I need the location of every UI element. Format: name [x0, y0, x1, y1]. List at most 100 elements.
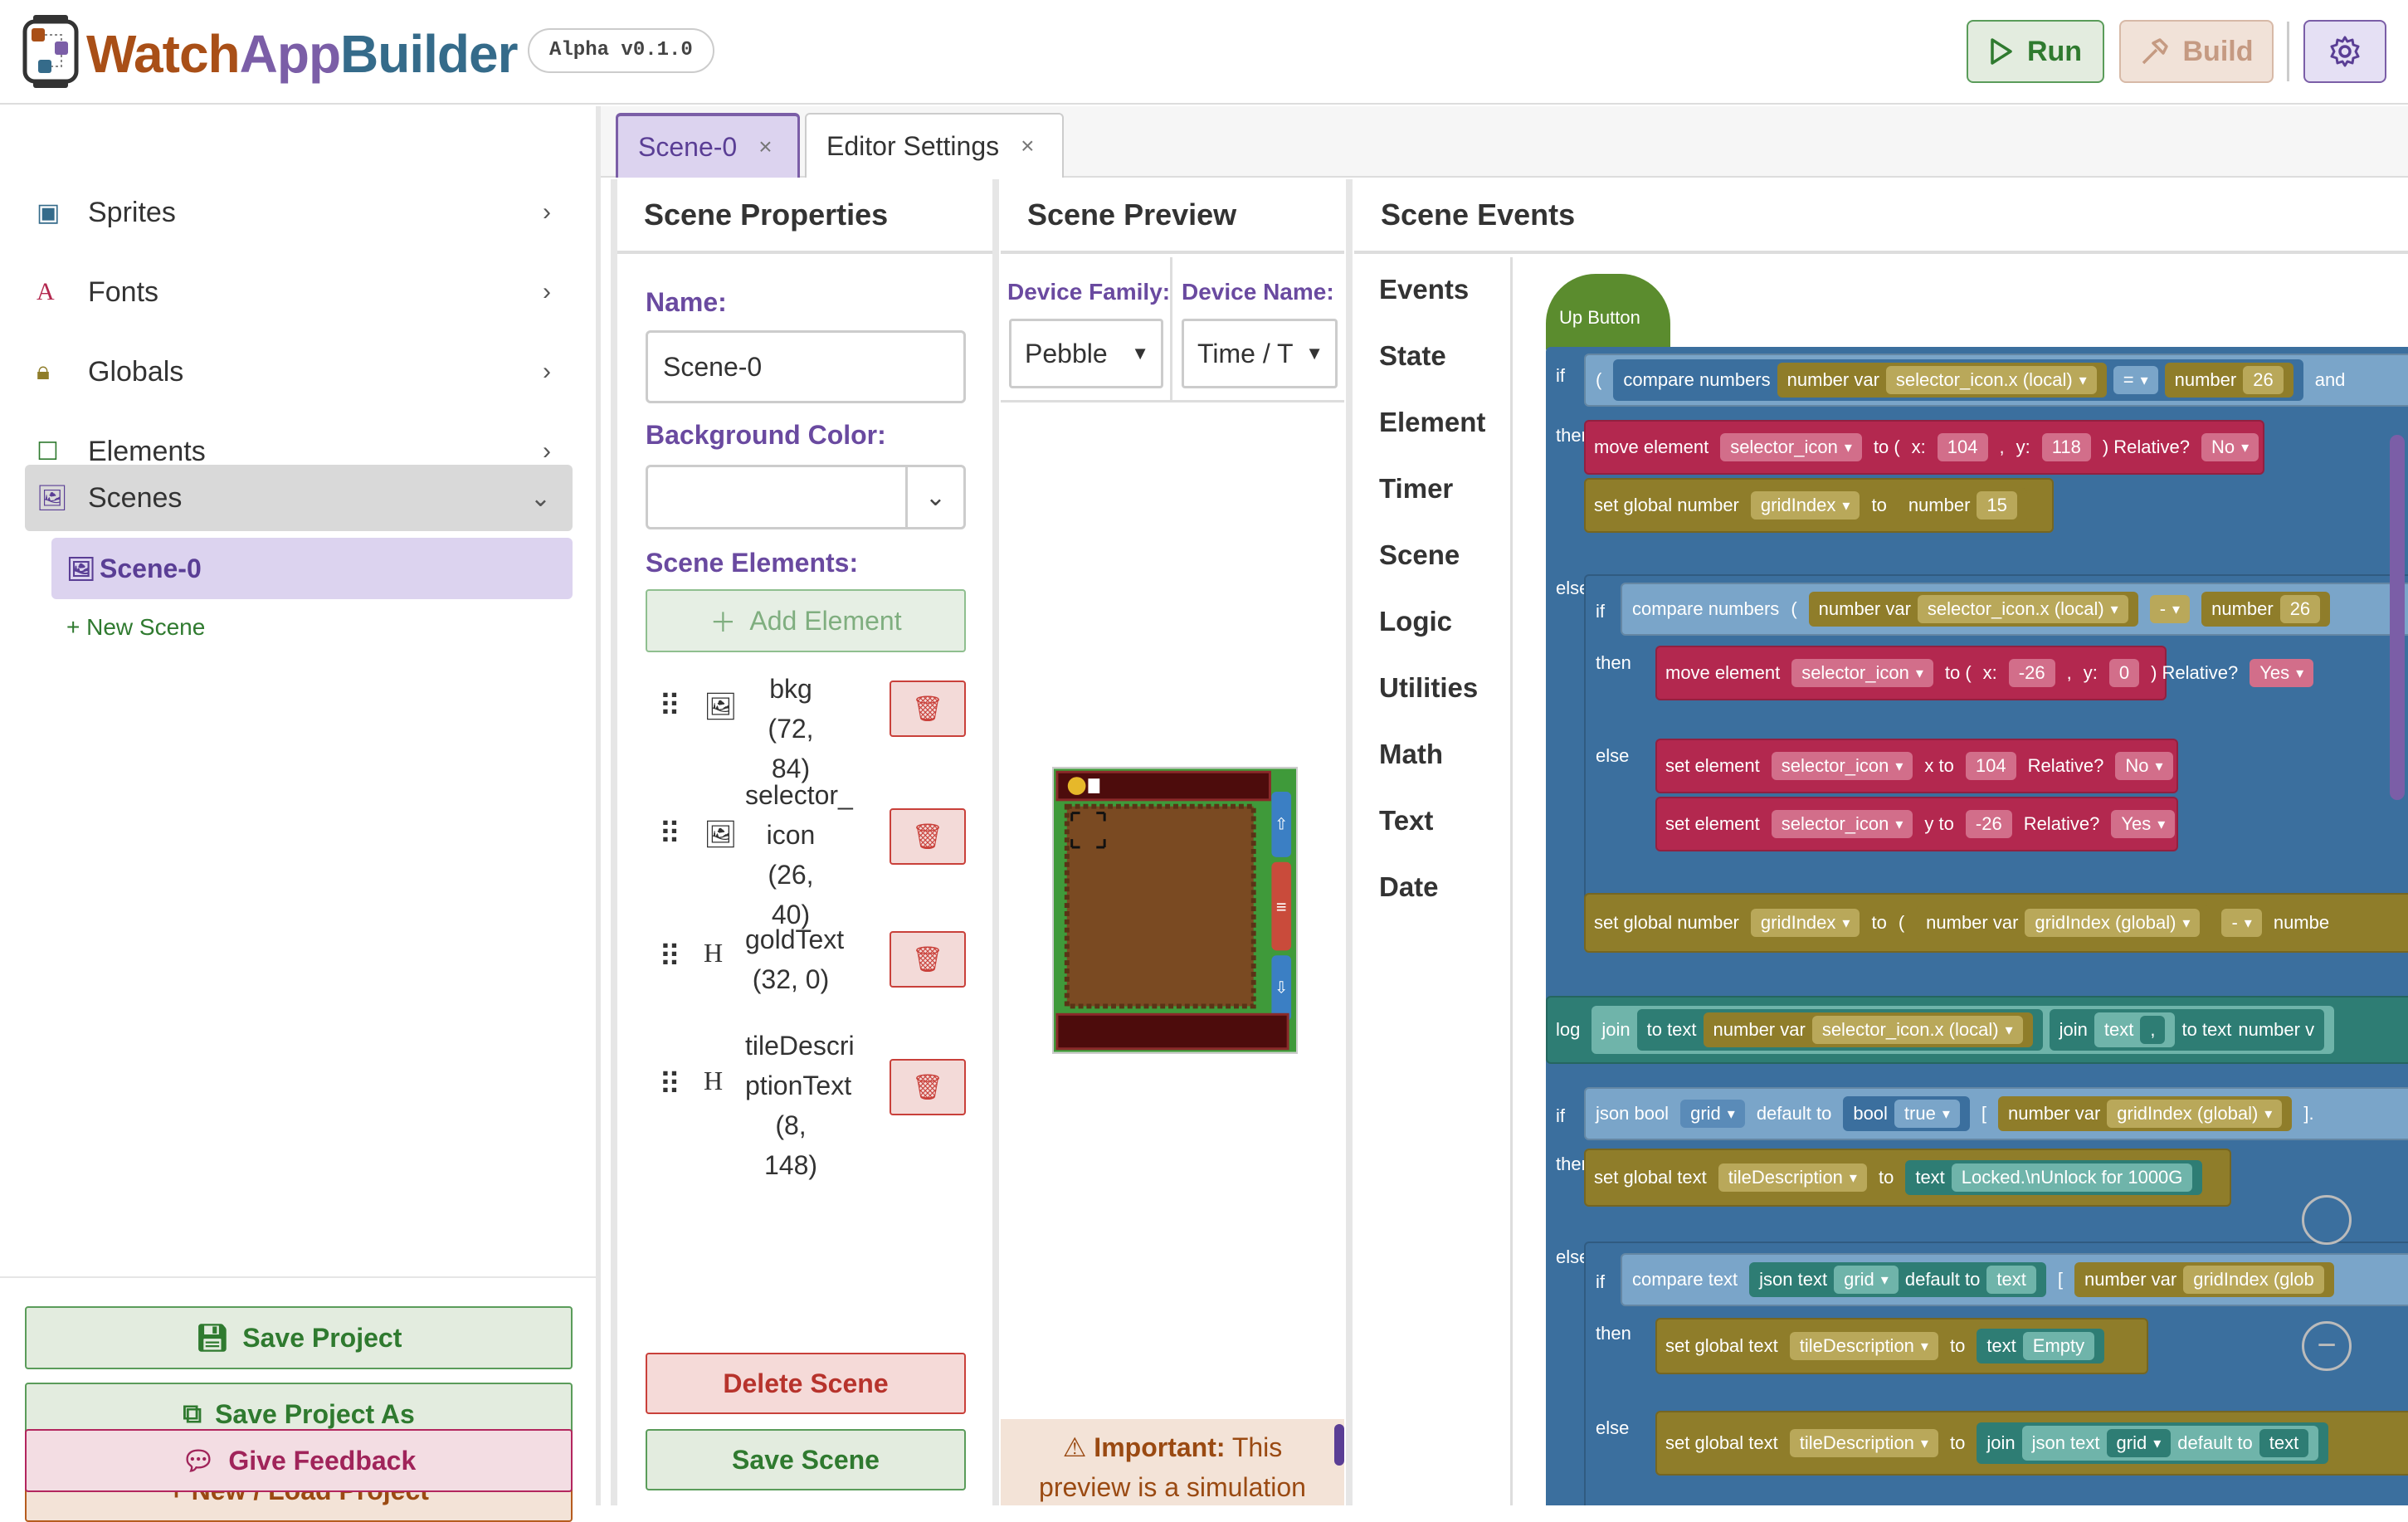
set-global-number-block[interactable]: set global number gridIndex to ( number …	[1584, 893, 2408, 953]
json-bool-block[interactable]: json bool grid default to bool true [ num…	[1584, 1087, 2408, 1140]
close-icon[interactable]: ×	[1021, 133, 1035, 159]
relative-dropdown[interactable]: Yes	[2111, 810, 2176, 838]
y-field[interactable]: -26	[1965, 810, 2012, 838]
workspace-scrollbar[interactable]	[2390, 435, 2405, 800]
variable-dropdown[interactable]: gridIndex (global)	[2107, 1100, 2283, 1128]
preview-scrollbar[interactable]	[1334, 1424, 1344, 1466]
relative-dropdown[interactable]: Yes	[2250, 659, 2314, 687]
sidebar-item-globals[interactable]: 🔒︎ Globals ›	[25, 339, 573, 405]
category-utilities[interactable]: Utilities	[1379, 672, 1479, 703]
bool-dropdown[interactable]: true	[1894, 1100, 1960, 1128]
element-dropdown[interactable]: selector_icon	[1771, 752, 1913, 780]
set-element-y-block[interactable]: set element selector_icon y to -26 Relat…	[1655, 797, 2178, 851]
category-events[interactable]: Events	[1379, 274, 1470, 305]
text-field[interactable]: Empty	[2022, 1332, 2095, 1360]
variable-dropdown[interactable]: gridIndex	[1750, 491, 1860, 520]
background-color-select[interactable]: ⌄	[646, 465, 966, 529]
tab-editor-settings[interactable]: Editor Settings ×	[805, 113, 1064, 178]
move-element-block[interactable]: move element selector_icon to ( x: 104 ,…	[1584, 420, 2264, 475]
save-scene-button[interactable]: Save Scene	[646, 1429, 966, 1490]
tab-scene-0[interactable]: Scene-0 ×	[616, 113, 800, 178]
variable-dropdown[interactable]: selector_icon.x (local)	[1917, 595, 2128, 623]
compare-text-block[interactable]: compare text json text griddefault to text…	[1621, 1253, 2408, 1306]
category-date[interactable]: Date	[1379, 871, 1439, 902]
relative-dropdown[interactable]: No	[2201, 433, 2259, 461]
device-family-select[interactable]: Pebble ▼	[1009, 319, 1163, 388]
category-text[interactable]: Text	[1379, 805, 1434, 836]
variable-dropdown[interactable]: tileDescription	[1789, 1332, 1938, 1360]
number-field[interactable]: 26	[2279, 595, 2321, 623]
category-timer[interactable]: Timer	[1379, 473, 1454, 504]
y-field[interactable]: 118	[2041, 433, 2091, 461]
x-field[interactable]: -26	[2008, 659, 2055, 687]
give-feedback-button[interactable]: 💬︎ Give Feedback	[25, 1429, 573, 1492]
variable-dropdown[interactable]: gridIndex	[1750, 909, 1860, 937]
element-dropdown[interactable]: selector_icon	[1720, 433, 1862, 461]
set-global-number-block[interactable]: set global number gridIndex to number 15	[1584, 478, 2054, 533]
delete-element-button[interactable]: 🗑︎	[890, 931, 966, 988]
new-scene-link[interactable]: + New Scene	[66, 614, 206, 640]
zoom-out-icon[interactable]: −	[2302, 1321, 2352, 1371]
text-field[interactable]: ,	[2140, 1016, 2166, 1044]
variable-dropdown[interactable]: tileDescription	[1789, 1429, 1938, 1457]
operator-dropdown[interactable]: -	[2221, 909, 2262, 937]
variable-dropdown[interactable]: gridIndex (global)	[2025, 909, 2201, 937]
category-math[interactable]: Math	[1379, 739, 1443, 769]
device-name-select[interactable]: Time / T ▼	[1182, 319, 1338, 388]
compare-numbers-block[interactable]: ( compare numbers number var selector_ico…	[1584, 354, 2408, 407]
variable-dropdown[interactable]: grid	[1680, 1100, 1745, 1128]
delete-element-button[interactable]: 🗑︎	[890, 681, 966, 737]
sidebar-item-fonts[interactable]: A Fonts ›	[25, 259, 573, 325]
set-element-x-block[interactable]: set element selector_icon x to 104 Relat…	[1655, 739, 2178, 793]
variable-dropdown[interactable]: grid	[2106, 1429, 2172, 1457]
move-element-block[interactable]: move element selector_icon to ( x: -26 ,…	[1655, 646, 2314, 700]
recenter-icon[interactable]	[2302, 1195, 2352, 1245]
add-element-button[interactable]: ＋ Add Element	[646, 589, 966, 652]
relative-dropdown[interactable]: No	[2115, 752, 2173, 780]
delete-element-button[interactable]: 🗑︎	[890, 808, 966, 865]
variable-dropdown[interactable]: gridIndex (glob	[2183, 1266, 2324, 1294]
number-field[interactable]: 26	[2243, 366, 2284, 394]
set-global-text-block[interactable]: set global text tileDescription to joinj…	[1655, 1411, 2408, 1476]
set-global-text-block[interactable]: set global text tileDescription to text L…	[1584, 1149, 2231, 1207]
run-button[interactable]: Run	[1967, 20, 2104, 83]
blocks-workspace[interactable]: Up Button if ( compare numbers number va…	[1510, 257, 2408, 1505]
delete-scene-button[interactable]: Delete Scene	[646, 1353, 966, 1414]
log-block[interactable]: log join to text number var selector_icon.…	[1546, 996, 2408, 1064]
drag-handle-icon[interactable]: ⠿	[659, 1067, 680, 1101]
build-button[interactable]: Build	[2119, 20, 2274, 83]
element-dropdown[interactable]: selector_icon	[1771, 810, 1913, 838]
up-button-event-block[interactable]: Up Button	[1546, 274, 1670, 354]
sidebar-item-elements[interactable]: ☐ Elements ›	[25, 418, 573, 485]
scene-name-input[interactable]: Scene-0	[646, 330, 966, 403]
y-field[interactable]: 0	[2108, 659, 2140, 687]
element-dropdown[interactable]: selector_icon	[1791, 659, 1933, 687]
delete-element-button[interactable]: 🗑︎	[890, 1059, 966, 1115]
category-scene[interactable]: Scene	[1379, 539, 1460, 570]
number-field[interactable]: 15	[1977, 491, 2017, 520]
x-field[interactable]: 104	[1937, 433, 1988, 461]
variable-dropdown[interactable]: selector_icon.x (local)	[1885, 366, 2097, 394]
sidebar-item-scenes[interactable]: 🖼︎ Scenes ⌄	[25, 465, 573, 531]
variable-dropdown[interactable]: grid	[1834, 1266, 1899, 1294]
x-field[interactable]: 104	[1965, 752, 2016, 780]
drag-handle-icon[interactable]: ⠿	[659, 939, 680, 973]
category-element[interactable]: Element	[1379, 407, 1486, 437]
category-state[interactable]: State	[1379, 340, 1446, 371]
operator-dropdown[interactable]: =	[2113, 366, 2158, 394]
category-logic[interactable]: Logic	[1379, 606, 1452, 637]
drag-handle-icon[interactable]: ⠿	[659, 689, 680, 723]
operator-dropdown[interactable]: -	[2149, 595, 2191, 623]
variable-dropdown[interactable]: selector_icon.x (local)	[1811, 1016, 2023, 1044]
text-field[interactable]: Locked.\nUnlock for 1000G	[1951, 1163, 2193, 1192]
variable-dropdown[interactable]: tileDescription	[1718, 1163, 1867, 1192]
block-label: [	[2057, 1269, 2063, 1290]
scene-list-item[interactable]: 🖼︎ Scene-0	[51, 538, 573, 599]
save-project-button[interactable]: 💾︎ Save Project	[25, 1306, 573, 1369]
set-global-text-block[interactable]: set global text tileDescription to text E…	[1655, 1318, 2148, 1374]
compare-numbers-block[interactable]: compare numbers ( number var selector_ico…	[1621, 583, 2408, 636]
drag-handle-icon[interactable]: ⠿	[659, 817, 680, 851]
sidebar-item-sprites[interactable]: ▣ Sprites ›	[25, 179, 573, 246]
close-icon[interactable]: ×	[758, 134, 773, 159]
settings-button[interactable]	[2303, 20, 2386, 83]
